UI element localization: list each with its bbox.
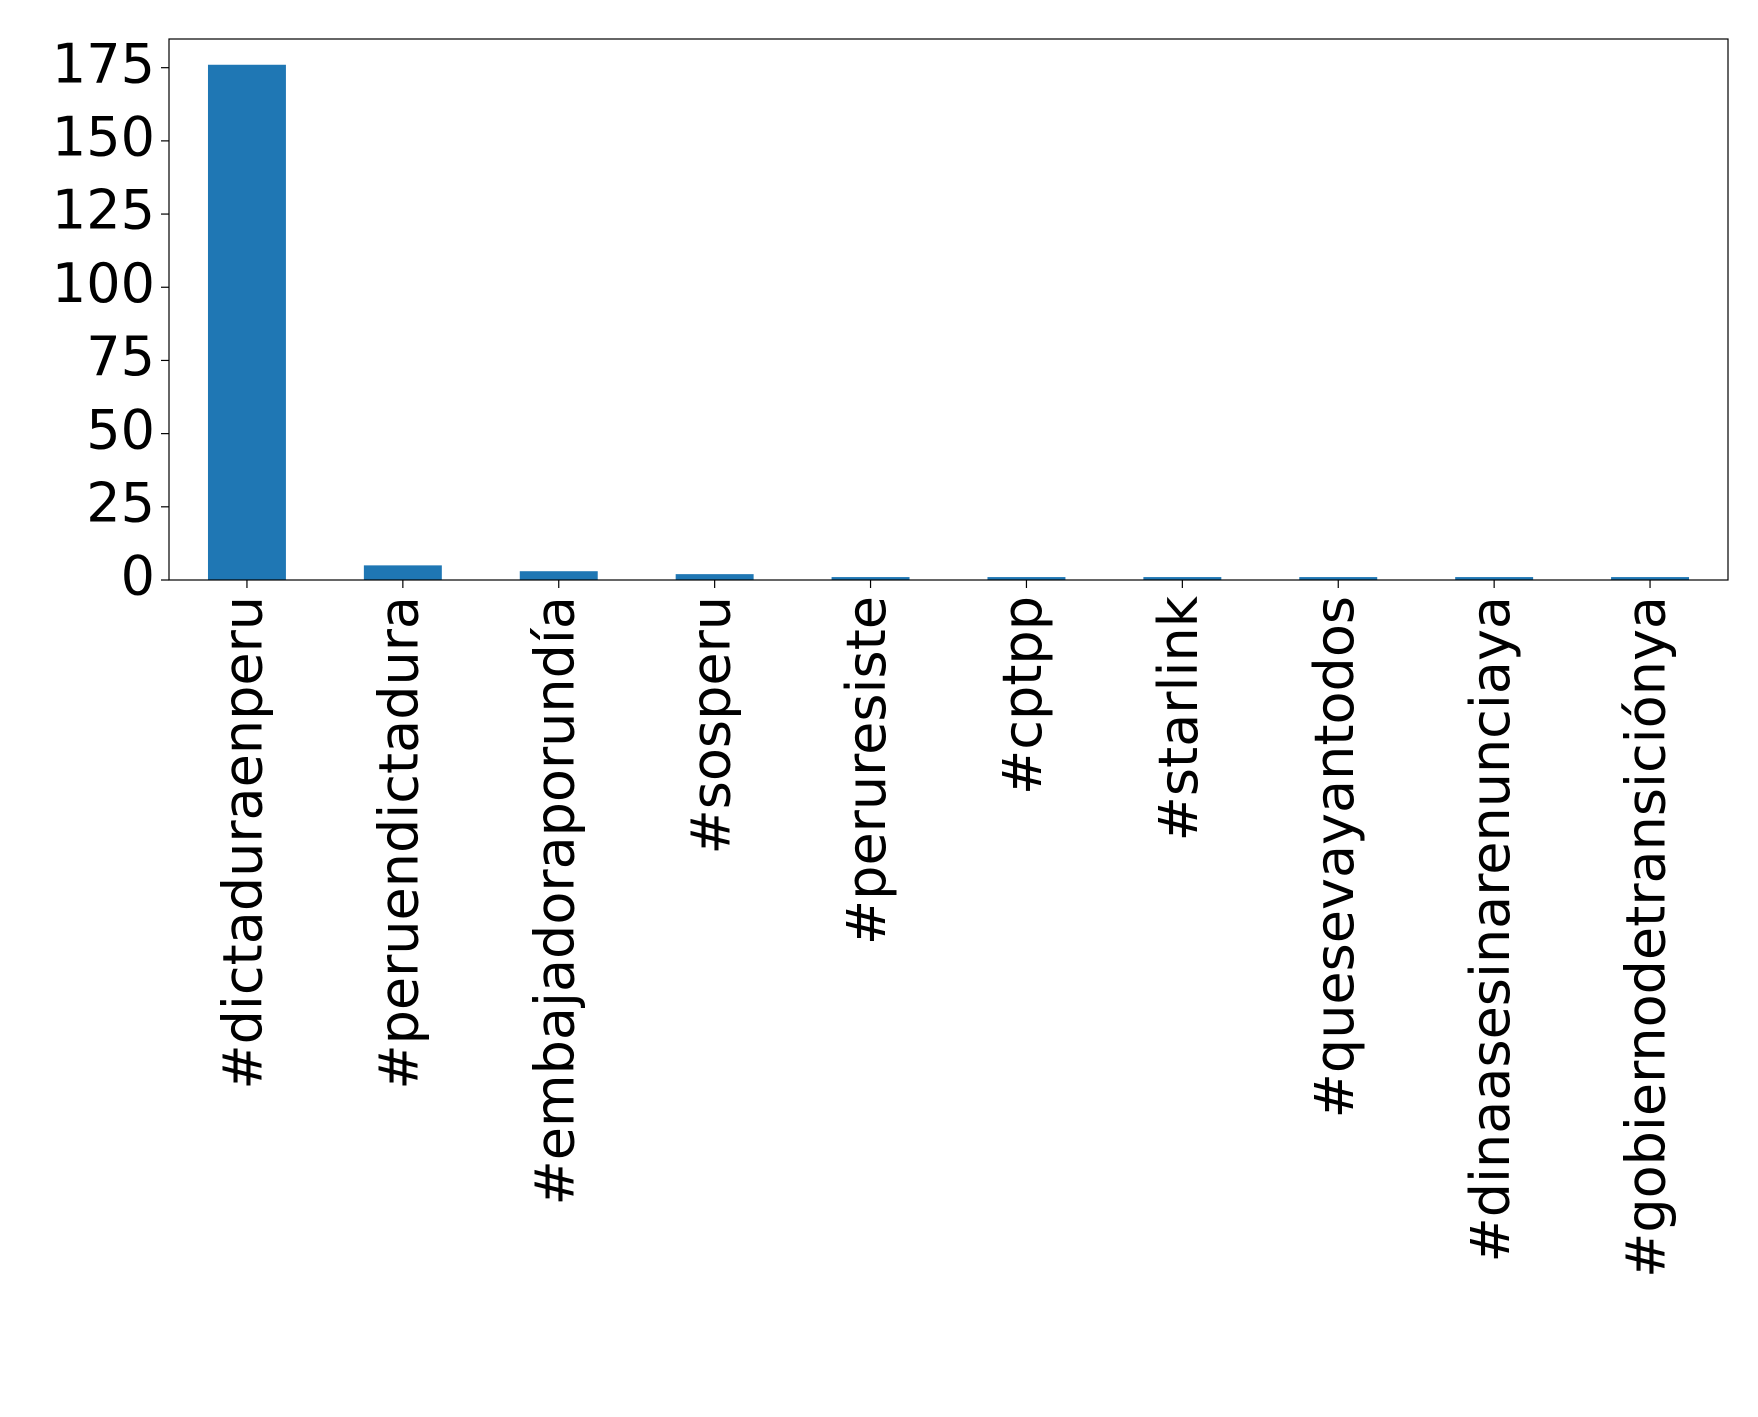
- bar: [1143, 577, 1222, 580]
- x-tick-label: #starlink: [1147, 595, 1210, 841]
- bar: [363, 565, 442, 580]
- x-tick-label: #dictaduraenperu: [212, 596, 275, 1090]
- x-tick-label: #quesevayantodos: [1303, 596, 1366, 1118]
- y-tick-label: 150: [52, 106, 155, 169]
- bar: [207, 64, 286, 580]
- y-tick-label: 100: [52, 252, 155, 315]
- bar: [987, 577, 1066, 580]
- y-tick-label: 75: [86, 325, 155, 388]
- bar: [1455, 577, 1534, 580]
- y-tick-label: 125: [52, 179, 155, 242]
- bar: [1299, 577, 1378, 580]
- x-tick-label: #peruresiste: [835, 596, 898, 945]
- bar: [519, 571, 598, 580]
- bar: [1611, 577, 1690, 580]
- y-tick-label: 25: [86, 471, 155, 534]
- x-tick-label: #sosperu: [679, 596, 742, 854]
- bar: [831, 577, 910, 580]
- x-tick-label: #peruendictadura: [367, 596, 430, 1090]
- x-tick-label: #gobiernodetransiciónya: [1615, 596, 1678, 1278]
- y-tick-label: 175: [52, 32, 155, 95]
- y-tick-label: 0: [121, 545, 155, 608]
- y-tick-label: 50: [86, 398, 155, 461]
- x-tick-label: #cptpp: [991, 596, 1054, 795]
- x-tick-label: #embajadoraporundía: [523, 596, 586, 1205]
- bar: [675, 574, 754, 580]
- plot-frame: [168, 38, 1729, 581]
- x-tick-label: #dinaasesinarenunciaya: [1459, 596, 1522, 1262]
